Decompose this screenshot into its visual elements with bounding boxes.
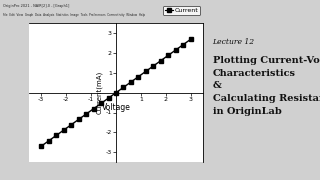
Text: Plotting Current-Voltage
Characteristics
&
Calculating Resistance
in OriginLab: Plotting Current-Voltage Characteristics… [212, 56, 320, 116]
Text: File  Edit  View  Graph  Data  Analysis  Statistics  Image  Tools  Preferences  : File Edit View Graph Data Analysis Stati… [3, 13, 145, 17]
Text: Lecture 12: Lecture 12 [212, 38, 255, 46]
Y-axis label: Current(mA): Current(mA) [96, 71, 103, 114]
Text: OriginPro 2021 - NAIR[2].0 - [Graph1]: OriginPro 2021 - NAIR[2].0 - [Graph1] [3, 4, 69, 8]
X-axis label: Voltage: Voltage [101, 103, 131, 112]
Legend: Current: Current [163, 6, 200, 15]
